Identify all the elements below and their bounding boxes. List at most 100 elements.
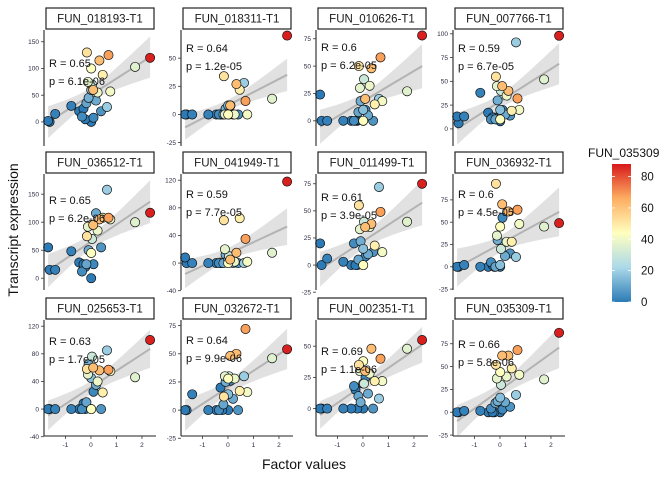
correlation-r-label: R = 0.63 [49, 336, 91, 348]
data-point [203, 258, 214, 269]
x-tick-label: 1 [115, 442, 119, 449]
facet-panel: FUN_010626-T1 R = 0.6 p = 6.2e-05 0 25 50 75 [304, 7, 428, 146]
data-point [315, 89, 326, 100]
y-tick-label: 25 [441, 242, 449, 249]
y-tick-label: 25 [304, 235, 312, 242]
data-point [490, 178, 501, 189]
y-tick-label: 0 [172, 260, 176, 267]
data-point [43, 242, 54, 253]
data-point [358, 260, 369, 271]
data-point [358, 104, 369, 115]
data-point [66, 100, 77, 111]
data-point [103, 212, 114, 223]
data-point [495, 392, 506, 403]
data-point [50, 404, 61, 415]
data-point [86, 248, 97, 258]
data-point [267, 353, 278, 364]
data-point [94, 55, 105, 66]
facet-title: FUN_011499-T1 [330, 158, 415, 170]
data-point [66, 246, 77, 257]
data-point [359, 378, 369, 389]
data-point [234, 213, 245, 224]
legend-tick-label: 40 [641, 234, 654, 246]
data-point [554, 327, 565, 338]
data-point [506, 105, 517, 116]
data-point [475, 261, 486, 272]
facet-title: FUN_018311-T1 [195, 14, 280, 26]
facet-strip [317, 7, 427, 30]
data-point [87, 351, 97, 362]
y-tick-label: 75 [304, 36, 312, 43]
facet-title: FUN_002351-T1 [329, 304, 415, 316]
data-point [86, 63, 97, 74]
y-tick-label: 100 [28, 66, 39, 73]
data-point [358, 243, 369, 254]
confidence-band [185, 58, 288, 140]
p-value-label: p = 6.2e-05 [321, 60, 377, 72]
colorbar [612, 164, 631, 302]
data-point [338, 403, 349, 414]
p-value-label: p = 3.9e-05 [321, 210, 377, 222]
data-point [130, 61, 141, 72]
x-tick-label: 0 [226, 442, 230, 449]
facet-panel: FUN_018311-T1 R = 0.64 p = 1.2e-05 -25 0 25 50 [167, 7, 293, 147]
data-point [475, 87, 486, 98]
facet-panel: FUN_018193-T1 R = 0.65 p = 6.1e-06 0 50 100 15… [28, 7, 156, 146]
data-point [495, 367, 506, 378]
facet-strip [454, 297, 564, 320]
p-value-label: p = 6.7e-05 [458, 61, 514, 73]
data-point [225, 254, 236, 265]
x-tick-label: -1 [472, 442, 478, 449]
x-tick-label: 2 [140, 442, 144, 449]
data-point [102, 102, 112, 112]
correlation-r-label: R = 0.59 [458, 43, 500, 55]
facet-panel: FUN_011499-T1 R = 0.61 p = 3.9e-05 -25 0 25 50… [302, 151, 428, 296]
data-point [369, 240, 380, 251]
data-point [475, 405, 486, 416]
data-point [282, 30, 293, 41]
data-point [180, 405, 191, 416]
data-point [43, 115, 54, 126]
data-point [374, 393, 384, 404]
facet-panel: FUN_035309-T1 R = 0.66 p = 5.8e-06 -25 0 25 50… [439, 297, 565, 449]
data-point [322, 403, 333, 414]
data-point [366, 343, 377, 354]
data-point [231, 79, 242, 90]
data-point [315, 238, 326, 249]
p-value-label: p = 5.8e-06 [458, 357, 514, 369]
data-point [349, 115, 359, 126]
y-tick-label: 50 [304, 208, 312, 215]
facet-strip [45, 151, 155, 174]
y-tick-label: -25 [439, 286, 449, 293]
confidence-band [457, 187, 560, 287]
data-point [130, 217, 141, 228]
facet-panels: FUN_018193-T1R = 0.65p = 6.1e-0605010015… [28, 7, 565, 449]
facet-panel: FUN_036512-T1 R = 0.65 p = 6.2e-06 0 50 100 15… [28, 151, 156, 290]
data-point [490, 359, 501, 370]
data-point [96, 242, 107, 253]
data-point [96, 404, 107, 415]
correlation-r-label: R = 0.64 [186, 43, 228, 55]
y-tick-label: 40 [169, 233, 177, 240]
data-point [88, 362, 99, 373]
x-tick-label: -1 [200, 442, 206, 449]
y-tick-label: -25 [302, 289, 312, 296]
facet-title: FUN_032672-T1 [194, 304, 280, 316]
correlation-r-label: R = 0.66 [458, 339, 500, 351]
facet-panel: FUN_041949-T1 R = 0.59 p = 7.7e-05 -40 0 40 80… [165, 151, 293, 295]
x-tick-label: 2 [412, 442, 416, 449]
facet-strip [317, 297, 427, 320]
facet-strip [45, 7, 155, 30]
data-point [369, 99, 380, 110]
data-point [103, 50, 114, 61]
facet-strip [182, 297, 292, 320]
y-axis-title: Transcript expression [5, 163, 21, 296]
p-value-label: p = 7.7e-05 [186, 207, 242, 219]
data-point [417, 335, 428, 345]
legend-ticks: 0 20 40 60 80 [612, 172, 654, 309]
correlation-r-label: R = 0.65 [49, 58, 91, 70]
data-point [349, 381, 359, 392]
data-point [267, 247, 278, 258]
data-point [102, 184, 112, 195]
